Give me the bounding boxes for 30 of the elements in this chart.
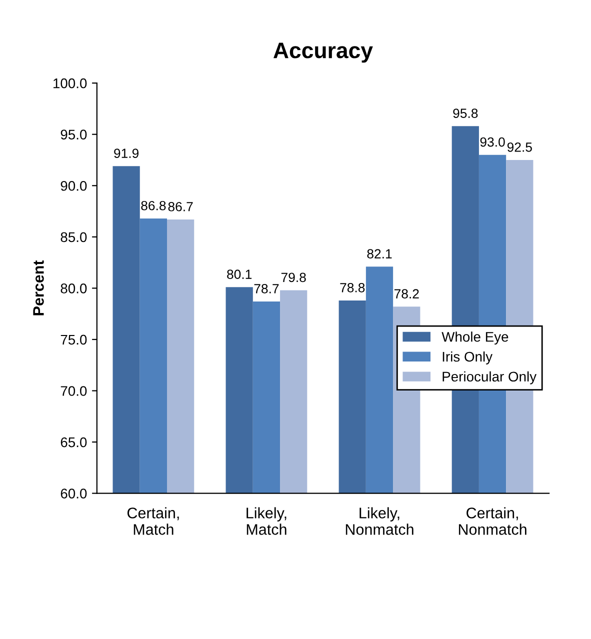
y-tick-label: 95.0 [60, 130, 87, 140]
y-tick-label: 80.0 [60, 284, 87, 294]
y-axis-title: Percent [33, 260, 44, 316]
y-tick-label: 90.0 [60, 180, 87, 191]
data-label: 93.0 [480, 137, 505, 147]
data-label: 86.7 [168, 202, 193, 212]
chart-title: Accuracy [274, 42, 373, 63]
data-label: 78.8 [340, 282, 365, 292]
y-tick-label: 70.0 [60, 386, 87, 396]
data-label: 91.9 [114, 148, 139, 158]
y-tick-label: 60.0 [60, 488, 87, 498]
data-label: 82.1 [367, 249, 392, 258]
data-label: 92.5 [507, 142, 532, 152]
legend-label: Iris Only [442, 351, 493, 364]
y-tick-label: 85.0 [60, 232, 87, 242]
data-label: 95.8 [453, 108, 478, 118]
x-tick-label: Certain, Nonmatch [458, 507, 526, 535]
data-label: 78.7 [254, 284, 279, 294]
data-label: 78.2 [394, 289, 419, 298]
y-tick-label: 75.0 [60, 334, 87, 345]
x-tick-label: Likely, Nonmatch [346, 507, 414, 535]
data-label: 80.1 [227, 270, 252, 279]
legend-label: Periocular Only [442, 371, 537, 384]
y-tick-label: 65.0 [60, 437, 87, 448]
data-label: 79.8 [281, 272, 306, 282]
x-tick-label: Likely, Match [246, 507, 286, 535]
data-label: 86.8 [141, 200, 166, 210]
x-tick-label: Certain, Match [127, 507, 179, 535]
legend-label: Whole Eye [442, 332, 508, 345]
y-tick-label: 100.0 [54, 78, 87, 88]
